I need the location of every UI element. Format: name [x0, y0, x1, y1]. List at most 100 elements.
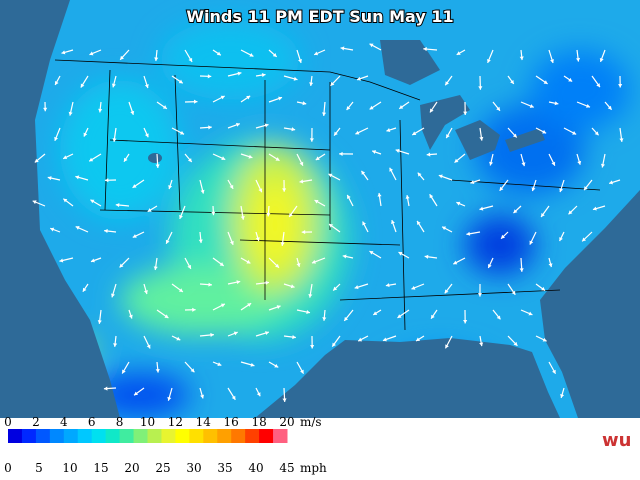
- wind-arrow: [463, 309, 468, 324]
- arrow-head: [607, 105, 612, 110]
- wind-arrow: [477, 283, 483, 297]
- wind-arrow: [478, 75, 483, 90]
- arrow-head: [168, 185, 173, 190]
- arrow-head: [529, 104, 534, 108]
- wind-arrow: [199, 125, 212, 130]
- legend-swatch: [49, 429, 65, 443]
- arrow-head: [584, 186, 588, 191]
- ms-label: 2: [32, 415, 40, 429]
- wind-arrow: [559, 179, 565, 193]
- arrow-head: [280, 242, 285, 246]
- wind-arrow: [112, 127, 117, 142]
- wind-arrow: [313, 49, 326, 56]
- legend-swatch: [133, 429, 148, 443]
- mph-label: 5: [35, 461, 43, 475]
- arrow-head: [111, 293, 115, 298]
- arrow-head: [290, 284, 295, 289]
- arrow-head: [231, 395, 236, 400]
- wind-arrow: [50, 227, 61, 233]
- arrow-head: [560, 394, 565, 398]
- arrow-head: [398, 252, 403, 256]
- arrow-head: [445, 344, 449, 349]
- wind-arrow: [397, 309, 410, 319]
- legend-swatch: [217, 429, 232, 443]
- arrow-head: [59, 258, 64, 263]
- arrow-head: [391, 220, 395, 225]
- wind-arrow: [212, 95, 225, 103]
- wind-arrow: [288, 205, 298, 218]
- arrow-head: [599, 57, 604, 62]
- arrow-head: [377, 192, 382, 197]
- arrow-head: [300, 369, 304, 374]
- wind-arrow: [507, 283, 516, 296]
- wind-arrow: [283, 335, 296, 340]
- wind-arrow: [576, 101, 591, 108]
- wind-arrow: [548, 101, 559, 106]
- arrow-head: [512, 133, 517, 138]
- arrow-head: [411, 285, 416, 290]
- arrow-head: [424, 254, 429, 259]
- mph-label: 20: [124, 461, 139, 475]
- arrow-head: [265, 331, 269, 336]
- wind-arrow: [411, 127, 425, 136]
- ms-label: 6: [88, 415, 96, 429]
- wind-arrow: [309, 75, 314, 87]
- arrow-head: [559, 188, 564, 193]
- arrow-head: [220, 95, 225, 100]
- wind-arrow: [68, 101, 74, 116]
- wind-arrow: [328, 223, 341, 233]
- arrow-head: [43, 107, 48, 112]
- arrow-head: [575, 57, 581, 62]
- arrow-head: [187, 264, 192, 269]
- arrow-head: [61, 50, 66, 55]
- wind-arrow: [342, 254, 354, 259]
- wind-arrow: [227, 122, 241, 129]
- arrow-head: [550, 59, 554, 64]
- arrow-head: [229, 184, 234, 189]
- arrow-head: [282, 188, 287, 192]
- wind-arrow: [507, 335, 518, 347]
- arrow-head: [200, 189, 205, 194]
- wind-arrow: [548, 361, 557, 375]
- arrow-head: [513, 341, 518, 346]
- wind-arrow: [444, 335, 453, 349]
- arrow-head: [596, 83, 600, 88]
- arrow-head: [293, 76, 298, 81]
- arrow-head: [143, 290, 148, 295]
- legend-swatch: [63, 429, 79, 443]
- wind-arrow: [315, 153, 326, 161]
- ms-label: 10: [140, 415, 155, 429]
- arrow-head: [162, 105, 167, 109]
- arrow-head: [329, 224, 334, 228]
- arrow-head: [543, 80, 548, 84]
- arrow-head: [98, 108, 103, 113]
- arrow-head: [369, 105, 374, 110]
- wind-arrow: [32, 200, 46, 207]
- wind-arrow: [346, 194, 354, 207]
- wind-arrow: [519, 49, 524, 61]
- wind-arrow: [426, 152, 438, 157]
- arrow-head: [321, 112, 327, 116]
- wind-arrow: [171, 127, 185, 135]
- wind-arrow: [371, 150, 382, 155]
- wind-arrow: [75, 225, 89, 233]
- arrow-head: [258, 188, 263, 193]
- arrow-head: [249, 53, 254, 57]
- arrow-head: [361, 170, 366, 175]
- arrow-head: [164, 314, 169, 318]
- arrow-head: [47, 176, 52, 181]
- arrow-head: [32, 200, 37, 205]
- wind-arrow: [268, 257, 280, 269]
- arrow-head: [256, 392, 261, 397]
- wind-arrow: [82, 283, 89, 293]
- legend-swatch: [21, 429, 37, 443]
- wind-arrow: [535, 127, 547, 134]
- arrow-head: [155, 368, 160, 373]
- wind-arrow: [268, 96, 283, 103]
- legend-swatch: [259, 429, 274, 443]
- wind-arrow: [492, 309, 501, 320]
- wind-arrow: [171, 283, 184, 293]
- wind-arrow: [153, 257, 158, 271]
- wind-arrow: [559, 231, 565, 242]
- wind-arrow: [369, 43, 382, 51]
